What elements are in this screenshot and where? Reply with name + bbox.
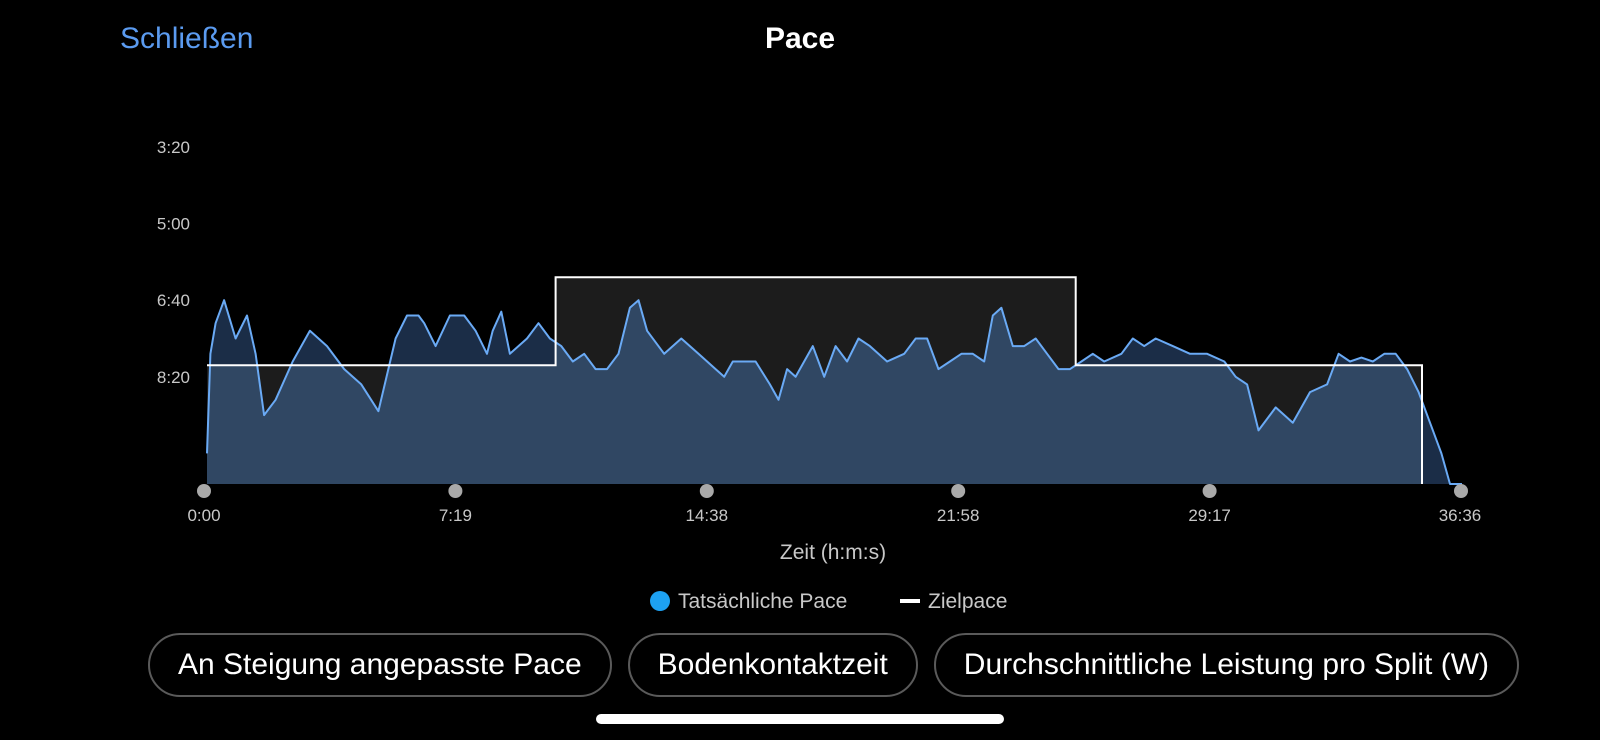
x-tick-label: 7:19	[439, 506, 472, 525]
y-tick-label: 3:20	[157, 138, 190, 157]
target-pace-series	[207, 276, 1423, 484]
x-tick-marker	[197, 484, 211, 498]
x-axis: 0:00 7:19 14:38 21:58 29:17 36:36	[187, 484, 1481, 525]
close-button[interactable]: Schließen	[120, 22, 254, 55]
x-axis-label: Zeit (h:m:s)	[780, 541, 886, 564]
x-tick-marker	[699, 484, 714, 498]
legend-label-actual-pace: Tatsächliche Pace	[678, 590, 847, 613]
tab-ground-contact-time[interactable]: Bodenkontaktzeit	[627, 633, 918, 697]
pace-chart: 3:20 5:00 6:40 8:20 0:00 7:19 14:38 21:58 29:17…	[157, 138, 1481, 613]
y-tick-label: 6:40	[157, 291, 190, 310]
y-tick-label: 5:00	[157, 215, 190, 234]
home-indicator	[596, 714, 1004, 724]
page-title: Pace	[764, 22, 836, 55]
target-pace-line	[207, 276, 1423, 484]
x-tick-marker	[1202, 484, 1217, 498]
x-tick-label: 29:17	[1188, 506, 1231, 525]
actual-pace-series	[206, 299, 1462, 485]
tab-grade-adjusted-pace[interactable]: An Steigung angepasste Pace	[148, 633, 612, 697]
actual-pace-line	[206, 299, 1462, 485]
tab-average-power-per-split[interactable]: Durchschnittliche Leistung pro Split (W)	[933, 633, 1520, 697]
x-tick-label: 14:38	[686, 506, 729, 525]
below-target-area	[207, 277, 1422, 484]
x-tick-marker	[1454, 484, 1468, 498]
y-axis: 3:20 5:00 6:40 8:20	[157, 138, 190, 387]
legend-label-target-pace: Zielpace	[928, 590, 1007, 613]
x-tick-marker	[951, 484, 966, 498]
x-tick-label: 21:58	[937, 506, 980, 525]
metric-tabs: An Steigung angepasste Pace Bodenkontakt…	[148, 633, 1520, 697]
legend: Tatsächliche Pace Zielpace	[650, 590, 1007, 613]
x-tick-label: 36:36	[1439, 506, 1482, 525]
x-tick-label: 0:00	[187, 506, 220, 525]
x-tick-marker	[448, 484, 463, 498]
legend-dot-actual-pace	[650, 591, 670, 611]
y-tick-label: 8:20	[157, 368, 190, 387]
legend-dash-target-pace	[900, 599, 920, 603]
